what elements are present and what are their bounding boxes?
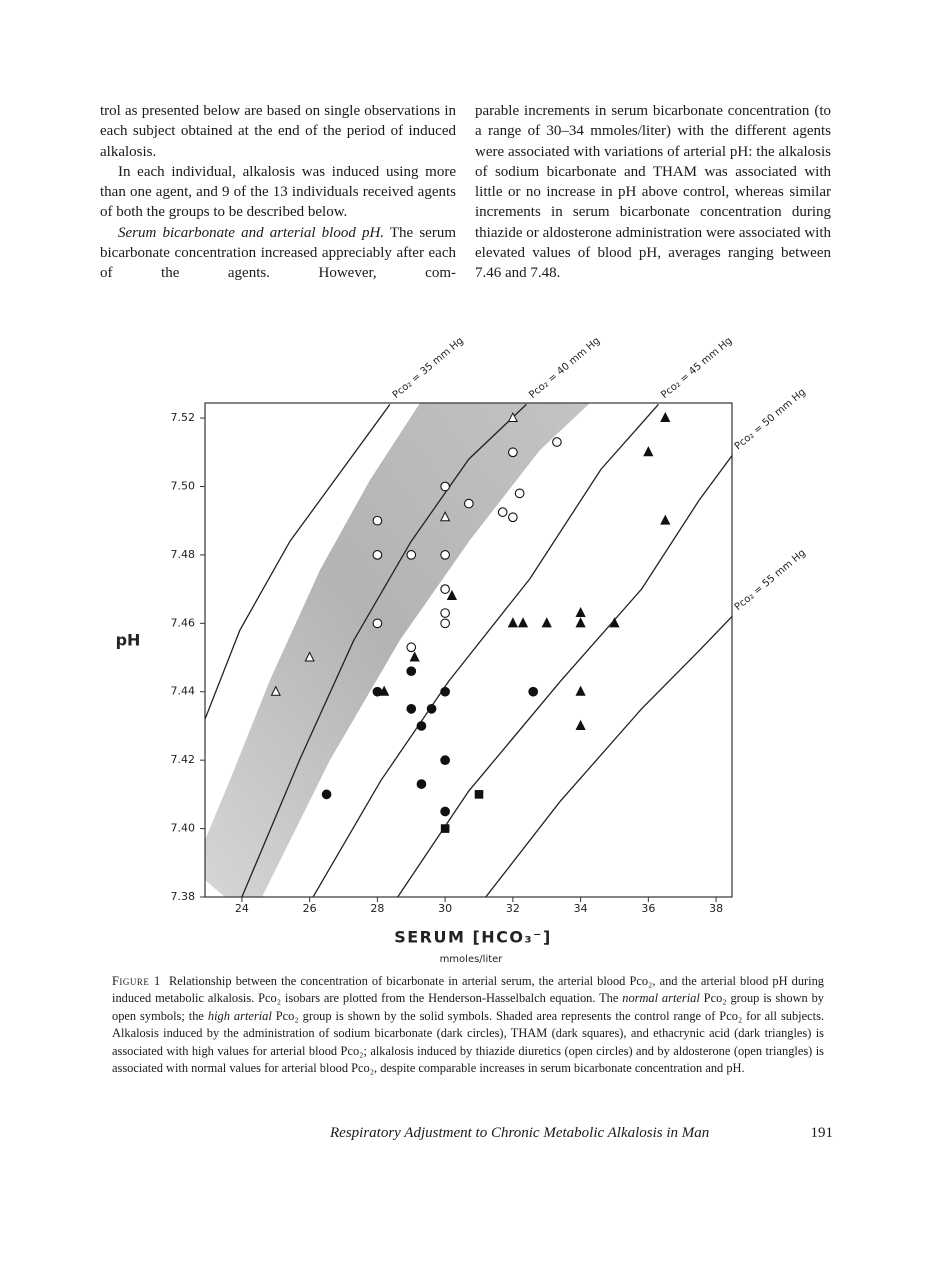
data-point	[416, 721, 427, 731]
isobar-label: Pco₂ = 50 mm Hg	[733, 387, 808, 453]
x-tick-label: 24	[235, 902, 249, 915]
data-point	[497, 507, 508, 517]
x-axis-units: mmoles/liter	[440, 954, 504, 965]
y-tick-label: 7.46	[171, 616, 196, 629]
data-point	[609, 617, 620, 628]
x-tick-label: 38	[709, 902, 723, 915]
run-in-heading: Serum bicarbonate and arterial blood pH.	[118, 224, 385, 241]
data-point	[440, 806, 450, 817]
data-point	[474, 790, 484, 799]
data-point	[440, 686, 450, 697]
paragraph: In each individual, alkalosis was induce…	[100, 163, 456, 221]
y-tick-label: 7.50	[171, 479, 196, 492]
data-point	[440, 511, 451, 522]
y-tick-label: 7.40	[171, 822, 196, 835]
isobar-label: Pco₂ = 55 mm Hg	[733, 548, 808, 614]
y-tick-label: 7.52	[171, 411, 196, 424]
data-point	[372, 515, 383, 526]
data-point	[508, 512, 518, 523]
data-point	[643, 446, 654, 457]
data-point	[446, 589, 458, 600]
data-point	[406, 642, 417, 653]
control-range-shading	[205, 403, 590, 897]
y-tick-label: 7.38	[171, 890, 196, 903]
data-point	[440, 824, 450, 833]
isobar	[312, 403, 659, 897]
data-point	[416, 779, 427, 789]
data-point	[406, 703, 417, 714]
x-tick-label: 26	[303, 902, 317, 915]
caption-text: Relationship between the concentration o…	[112, 974, 824, 1006]
y-tick-label: 7.48	[171, 548, 196, 561]
x-tick-label: 30	[438, 902, 452, 915]
data-point	[660, 411, 671, 423]
data-point	[440, 618, 450, 629]
data-point	[660, 514, 671, 525]
y-tick-label: 7.44	[171, 685, 196, 698]
data-point	[552, 437, 562, 447]
data-point	[528, 686, 539, 697]
plot-frame	[204, 402, 733, 898]
data-point	[372, 618, 383, 629]
x-tick-label: 32	[506, 902, 520, 915]
caption-text: Pco₂ group is shown by the solid symbols…	[112, 1008, 824, 1076]
paragraph: Serum bicarbonate and arterial blood pH.…	[100, 223, 456, 284]
data-point	[440, 550, 450, 560]
plot-area	[205, 403, 732, 897]
data-point	[575, 719, 586, 730]
caption-text: Pco₂ group is shown by open symbols; the	[112, 991, 824, 1023]
running-title: Respiratory Adjustment to Chronic Metabo…	[330, 1125, 710, 1141]
isobar-label: Pco₂ = 40 mm Hg	[527, 335, 602, 401]
data-point	[507, 617, 518, 628]
data-point	[514, 488, 525, 499]
data-point	[507, 411, 518, 423]
data-point	[517, 617, 529, 628]
isobar	[241, 403, 527, 897]
x-axis-label: SERUM [HCO₃⁻]	[394, 928, 552, 947]
data-point	[426, 703, 437, 714]
x-tick-label: 34	[574, 902, 588, 915]
isobar-label: Pco₂ = 35 mm Hg	[391, 335, 466, 401]
data-point	[440, 755, 450, 766]
data-point	[270, 685, 281, 696]
data-point	[508, 447, 518, 458]
paragraph: trol as presented below are based on sin…	[100, 103, 456, 160]
data-point	[406, 666, 417, 677]
data-point	[440, 608, 450, 618]
data-point	[541, 617, 552, 628]
figure-caption: Figure 1 Relationship between the concen…	[112, 973, 824, 1077]
data-point	[463, 498, 474, 509]
right-column: parable increments in serum bicarbonate …	[475, 101, 831, 284]
data-point	[575, 606, 586, 618]
isobar	[205, 403, 391, 720]
data-point	[321, 789, 332, 800]
y-axis-label: pH	[116, 631, 141, 650]
data-point	[575, 685, 586, 696]
data-point	[575, 617, 586, 628]
data-point	[372, 550, 383, 560]
y-tick-label: 7.42	[171, 753, 196, 766]
isobar-label: Pco₂ = 45 mm Hg	[659, 335, 734, 401]
isobar	[485, 616, 732, 897]
caption-italic: high arterial	[207, 1008, 272, 1023]
paragraph: parable increments in serum bicarbonate …	[475, 103, 831, 282]
page-footer: Respiratory Adjustment to Chronic Metabo…	[330, 1125, 833, 1142]
isobar	[397, 455, 732, 897]
x-tick-label: 36	[641, 902, 655, 915]
caption-label: Figure 1	[112, 974, 161, 988]
data-point	[409, 651, 420, 662]
paragraph-text: The serum bicarbonate concentration incr…	[100, 224, 456, 282]
page-number: 191	[810, 1125, 834, 1141]
data-point	[304, 651, 315, 662]
data-point	[406, 550, 417, 560]
data-point	[440, 481, 450, 492]
data-point	[379, 685, 390, 696]
left-column: trol as presented below are based on sin…	[100, 101, 456, 284]
x-tick-label: 28	[370, 902, 384, 915]
data-point	[440, 584, 450, 594]
caption-italic: normal arterial	[622, 991, 700, 1006]
